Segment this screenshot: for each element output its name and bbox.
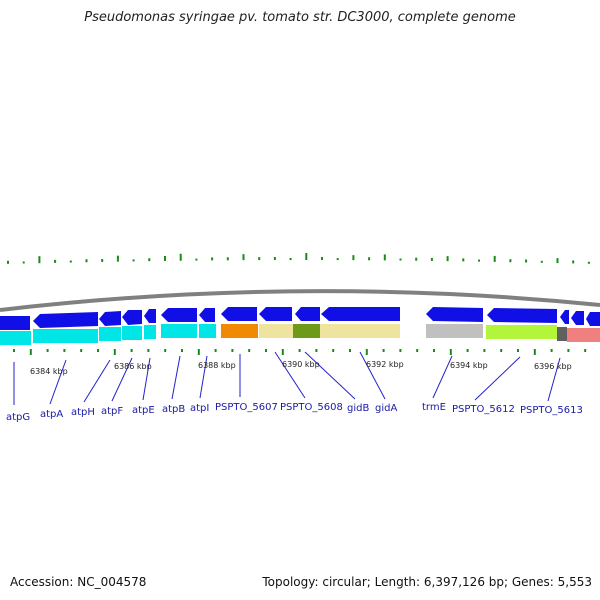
kbp-label: 6386 kbp: [114, 362, 152, 371]
gene-arrow[interactable]: [426, 307, 483, 322]
label-connector-line: [49, 359, 67, 405]
gene-arrow[interactable]: [259, 307, 292, 321]
kbp-label: 6388 kbp: [198, 361, 236, 370]
label-connector-line: [274, 351, 306, 399]
kbp-label: 6392 kbp: [366, 360, 404, 369]
gene-label-atpG[interactable]: atpG: [6, 412, 30, 423]
gene-arrow[interactable]: [560, 310, 569, 324]
gene-label-atpH[interactable]: atpH: [71, 407, 95, 418]
label-connectors: [13, 351, 561, 405]
cog-segment[interactable]: [122, 326, 142, 340]
gene-arrow[interactable]: [122, 310, 142, 325]
gc-content-track: [7, 253, 590, 264]
gene-label-atpE[interactable]: atpE: [132, 405, 155, 416]
cog-segment[interactable]: [144, 325, 156, 339]
scale-ticks: [13, 349, 587, 355]
cog-segment[interactable]: [99, 327, 121, 341]
gene-arrow[interactable]: [586, 312, 600, 326]
cog-segment[interactable]: [221, 324, 258, 338]
gene-label-atpI[interactable]: atpI: [190, 403, 209, 414]
kbp-label: 6394 kbp: [450, 361, 488, 370]
cog-segment[interactable]: [320, 324, 400, 338]
kbp-label: 6390 kbp: [282, 360, 320, 369]
label-connector-line: [171, 355, 181, 400]
genome-summary-text: Topology: circular; Length: 6,397,126 bp…: [262, 575, 592, 589]
gene-label-atpF[interactable]: atpF: [101, 406, 123, 417]
gene-arrow[interactable]: [99, 311, 121, 326]
gene-arrow[interactable]: [321, 307, 400, 321]
gene-labels: atpG atpA atpH atpF atpE atpB atpI PSPTO…: [6, 402, 583, 423]
cog-segment[interactable]: [33, 329, 98, 343]
gene-arrow[interactable]: [571, 311, 584, 325]
cog-segment[interactable]: [199, 324, 216, 338]
gene-arrow[interactable]: [199, 308, 215, 322]
map-title: Pseudomonas syringae pv. tomato str. DC3…: [84, 10, 516, 25]
gene-label-PSPTO_5613[interactable]: PSPTO_5613: [520, 405, 583, 416]
gene-label-gidB[interactable]: gidB: [347, 403, 369, 414]
cog-segment[interactable]: [0, 331, 31, 345]
gene-arrow[interactable]: [0, 316, 30, 330]
cog-segment[interactable]: [293, 324, 320, 338]
gene-arrow[interactable]: [487, 308, 557, 323]
cog-segment[interactable]: [259, 324, 293, 338]
kbp-scale-labels: 6384 kbp 6386 kbp 6388 kbp 6390 kbp 6392…: [30, 360, 572, 376]
genome-backbone: [0, 289, 600, 312]
label-connector-line: [83, 359, 111, 403]
gene-arrow[interactable]: [161, 308, 197, 322]
cog-segment[interactable]: [557, 327, 567, 341]
gene-arrow[interactable]: [33, 312, 98, 328]
gene-arrow[interactable]: [144, 309, 156, 323]
label-connector-line: [142, 357, 151, 401]
cog-segment[interactable]: [161, 324, 197, 338]
cog-segment[interactable]: [426, 324, 483, 338]
gene-label-PSPTO_5612[interactable]: PSPTO_5612: [452, 404, 515, 415]
label-connector-line: [474, 356, 521, 401]
label-connector-line: [547, 357, 561, 402]
kbp-label: 6396 kbp: [534, 362, 572, 371]
label-connector-line: [199, 355, 208, 399]
gene-arrow[interactable]: [295, 307, 320, 321]
label-connector-line: [359, 351, 386, 400]
gene-arrow[interactable]: [221, 307, 257, 321]
gene-label-trmE[interactable]: trmE: [422, 402, 446, 413]
accession-text: Accession: NC_004578: [10, 575, 147, 589]
label-connector-line: [111, 357, 133, 402]
gene-arrow-track: [0, 307, 600, 330]
cog-segment[interactable]: [486, 325, 557, 339]
gene-label-gidA[interactable]: gidA: [375, 403, 397, 414]
cog-track: [0, 324, 600, 345]
gene-label-PSPTO_5608[interactable]: PSPTO_5608: [280, 402, 343, 413]
label-connector-line: [432, 355, 453, 399]
cog-segment[interactable]: [567, 328, 600, 342]
gene-label-PSPTO_5607[interactable]: PSPTO_5607: [215, 402, 278, 413]
gene-label-atpB[interactable]: atpB: [162, 404, 185, 415]
gene-label-atpA[interactable]: atpA: [40, 409, 63, 420]
kbp-label: 6384 kbp: [30, 367, 68, 376]
label-connector-line: [304, 351, 356, 400]
